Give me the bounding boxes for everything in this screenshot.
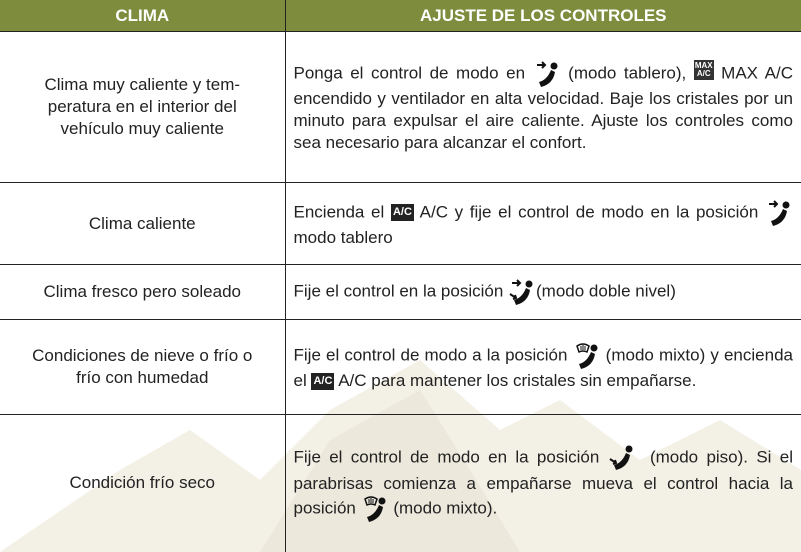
- adjust-cell: Fije el control de modo a la posición (m…: [284, 319, 801, 415]
- ac-badge: A/C: [311, 373, 335, 391]
- max-ac-badge: MAX A/C: [693, 60, 714, 80]
- adjust-cell: Ponga el control de modo en (modo tabler…: [284, 31, 801, 183]
- adjust-cell: Fije el control en la posición (modo dob…: [284, 264, 801, 320]
- icon-panel-mode: [768, 199, 790, 226]
- icon-mix-mode: [575, 343, 598, 369]
- text: (modo doble nivel): [536, 281, 676, 301]
- icon-floor-mode: [608, 445, 633, 471]
- adjust-cell: Encienda el A/C A/C y fije el control de…: [284, 182, 801, 265]
- climate-cell: Condición frío seco: [0, 414, 286, 552]
- climate-cell: Clima fresco pero soleado: [0, 264, 286, 320]
- ac-badge: A/C: [390, 204, 414, 221]
- text: MAX A/C encendido y ventilador en alta v…: [293, 63, 794, 152]
- climate-cell: Clima muy caliente y tem-peratura en el …: [0, 31, 286, 183]
- text: Fije el control en la posición: [293, 281, 509, 301]
- header-cell: AJUSTE DE LOS CONTROLES: [284, 0, 801, 32]
- text: Encienda el: [293, 201, 391, 221]
- text: (modo mixto).: [388, 498, 498, 518]
- adjust-cell: Fije el control de modo en la posición (…: [284, 414, 801, 552]
- icon-panel-mode: [535, 61, 558, 87]
- climate-cell: Condiciones de nieve o frío o frío con h…: [0, 319, 286, 415]
- text: (modo tablero),: [560, 63, 694, 83]
- text: A/C para mantener los cristales sin empa…: [334, 371, 697, 390]
- text: (modo mixto) y encienda el: [293, 345, 794, 390]
- badge-text: MAX: [694, 61, 713, 70]
- header-cell: CLIMA: [0, 0, 286, 32]
- climate-cell: Clima caliente: [0, 182, 286, 265]
- text: A/C y fije el control de modo en la posi…: [413, 201, 765, 221]
- text: Fije el control de modo a la posición: [293, 345, 573, 365]
- icon-bilevel-mode: [509, 279, 533, 305]
- text: (modo piso). Si el parabrisas comienza a…: [293, 447, 794, 518]
- text: Ponga el control de modo en: [293, 63, 533, 83]
- icon-mix-mode: [363, 496, 386, 523]
- text: Fije el control de modo en la posición: [293, 447, 608, 467]
- text: modo tablero: [293, 227, 393, 247]
- badge-text: A/C: [696, 69, 711, 78]
